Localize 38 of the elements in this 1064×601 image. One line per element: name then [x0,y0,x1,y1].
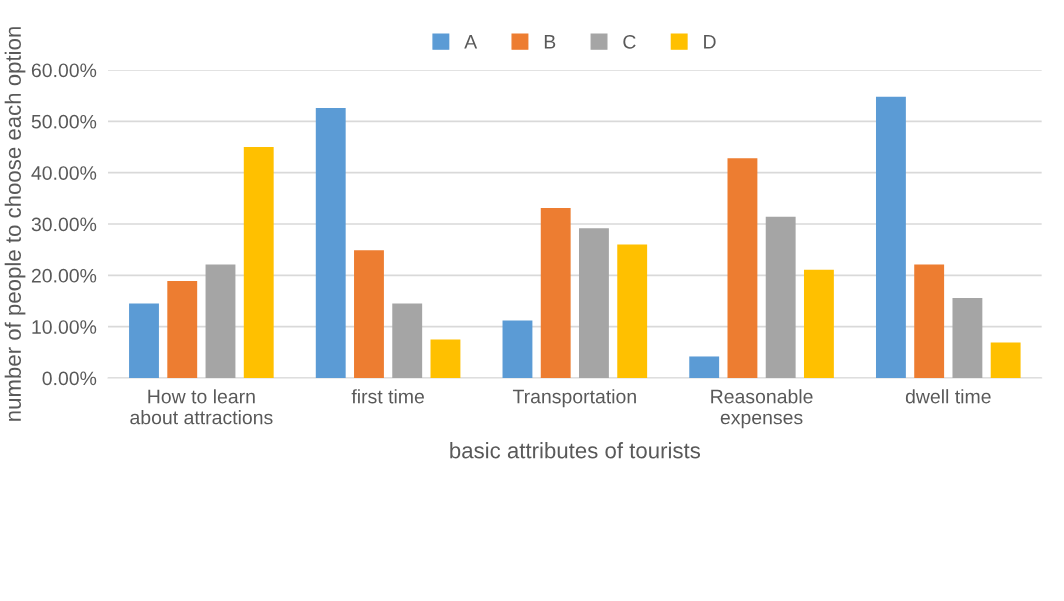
bar [875,96,906,379]
y-tick-label: 50.00% [31,114,97,129]
bar [315,108,346,379]
bar [914,264,945,379]
legend-label: C [623,34,636,49]
bar [392,303,423,379]
legend-label: B [544,35,556,49]
bar [354,250,384,379]
bar [617,244,648,379]
bar [803,269,834,379]
y-axis-title: number of people to choose each option [4,27,26,421]
legend-label: D [704,35,716,49]
x-tick-label: How to learn about attractions [130,389,273,425]
x-axis-title: basic attributes of tourists [450,442,701,459]
bar [129,303,159,379]
bar [579,228,609,379]
bar [167,281,198,379]
y-tick-label: 0.00% [42,371,97,386]
bar [765,216,796,379]
bar [990,342,1021,379]
y-tick-label: 60.00% [31,63,97,78]
bar [540,208,571,379]
bar [502,320,533,379]
bar [430,339,461,379]
y-tick-label: 40.00% [31,166,97,180]
y-tick-label: 30.00% [31,217,97,232]
y-tick-label: 20.00% [31,268,97,283]
x-tick-label: dwell time [905,389,991,404]
x-tick-label: first time [351,389,424,404]
bar [205,264,236,379]
y-tick-label: 10.00% [32,320,97,334]
x-tick-label: Reasonable expenses [711,389,813,429]
bar [952,297,983,379]
bar [727,158,758,379]
x-tick-label: Transportation [512,389,636,408]
bar [243,147,274,379]
bar [689,356,720,379]
legend-label: A [464,35,478,49]
